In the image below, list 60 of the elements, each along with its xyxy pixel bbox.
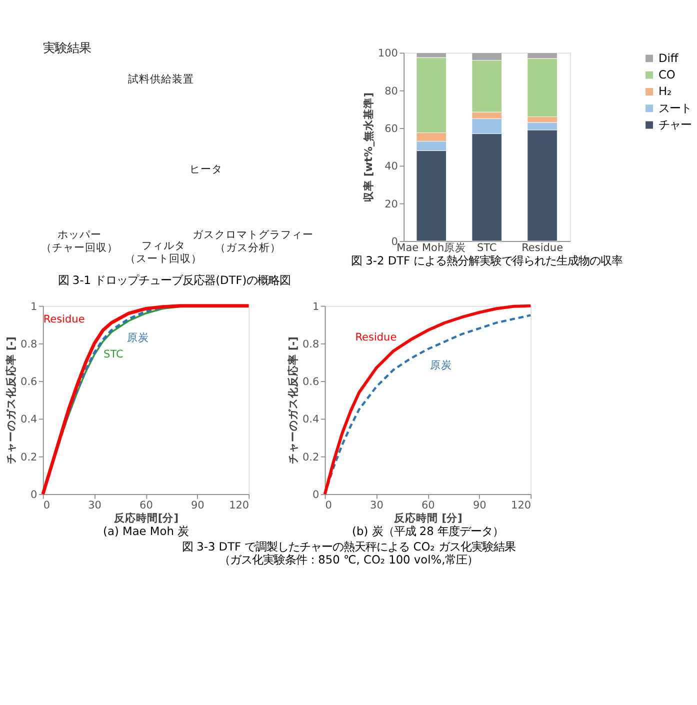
text: 実験結果 bbox=[42, 40, 91, 55]
y-tick-label: 1 bbox=[30, 300, 38, 313]
legend-label: チャー bbox=[658, 118, 692, 132]
y-tick-label: 0.4 bbox=[20, 414, 38, 426]
y-tick-label: 20 bbox=[384, 198, 398, 210]
y-tick-label: 0 bbox=[312, 489, 320, 502]
text: ヒータ bbox=[189, 163, 222, 176]
y-tick-label: 60 bbox=[384, 123, 398, 135]
x-tick-label: 0 bbox=[325, 500, 332, 512]
x-axis-title: 反応時間[分] bbox=[112, 512, 179, 525]
x-axis-title: 反応時間 [分] bbox=[393, 512, 462, 525]
legend-label: Diff bbox=[658, 50, 680, 65]
text: （チャー回収） bbox=[41, 241, 118, 254]
y-axis-title: チャーのガス化反応率 [-] bbox=[4, 336, 18, 464]
text: ホッパー bbox=[58, 228, 102, 241]
series-label: 原炭 bbox=[126, 330, 149, 344]
legend-label: スート bbox=[658, 100, 692, 115]
y-tick-label: 0.8 bbox=[20, 338, 38, 350]
y-tick-label: 0.6 bbox=[302, 376, 320, 388]
y-axis-title: チャーのガス化反応率 [-] bbox=[286, 336, 300, 464]
x-tick-label: STC bbox=[476, 242, 497, 254]
y-tick-label: 0.6 bbox=[20, 376, 38, 388]
text: （スート回収） bbox=[125, 252, 202, 266]
series-label: Residue bbox=[43, 314, 85, 326]
x-tick-label: 30 bbox=[370, 500, 384, 512]
y-tick-label: 0.4 bbox=[302, 414, 320, 426]
x-tick-label: 90 bbox=[472, 500, 486, 512]
text: ガスクロマトグラフィー bbox=[192, 228, 314, 241]
text: (b) 炭（平成 28 年度データ） bbox=[352, 524, 504, 538]
x-tick-label: 60 bbox=[421, 500, 435, 512]
x-tick-label: Residue bbox=[522, 242, 564, 254]
x-tick-label: 60 bbox=[140, 500, 153, 512]
series-label: STC bbox=[104, 348, 124, 360]
y-tick-label: 40 bbox=[384, 160, 398, 173]
x-tick-label: 30 bbox=[88, 500, 102, 512]
caption: 図 3-1 ドロップチューブ反応器(DTF)の概略図 bbox=[58, 272, 291, 287]
legend-label: H₂ bbox=[658, 84, 672, 98]
series-label: 原炭 bbox=[430, 358, 452, 372]
y-tick-label: 1 bbox=[312, 300, 320, 313]
text: （ガス化実験条件：850 ℃, CO₂ 100 vol%,常圧） bbox=[219, 552, 478, 567]
text: 試料供給装置 bbox=[128, 72, 194, 86]
y-tick-label: 80 bbox=[384, 85, 398, 98]
text: フィルタ bbox=[142, 240, 186, 252]
x-tick-label: 120 bbox=[511, 500, 532, 512]
x-tick-label: Mae Moh原炭 bbox=[396, 241, 466, 254]
x-tick-label: 90 bbox=[190, 500, 204, 512]
y-axis-title: 収率 [wt%_無水基準] bbox=[362, 92, 375, 202]
series-label: Residue bbox=[355, 331, 397, 344]
y-tick-label: 0.8 bbox=[302, 338, 320, 350]
y-tick-label: 0.2 bbox=[20, 451, 38, 464]
y-tick-label: 100 bbox=[378, 48, 398, 60]
x-tick-label: 0 bbox=[43, 500, 50, 512]
x-tick-label: 120 bbox=[229, 500, 250, 512]
y-tick-label: 0 bbox=[30, 489, 38, 502]
caption: 図 3-2 DTF による熱分解実験で得られた生成物の収率 bbox=[351, 254, 623, 268]
text: (a) Mae Moh 炭 bbox=[103, 524, 189, 538]
y-tick-label: 0.2 bbox=[302, 451, 320, 464]
caption: 図 3-3 DTF で調製したチャーの熱天秤による CO₂ ガス化実験結果 bbox=[182, 540, 516, 554]
legend-label: CO bbox=[658, 68, 676, 82]
text: （ガス分析） bbox=[214, 242, 281, 254]
